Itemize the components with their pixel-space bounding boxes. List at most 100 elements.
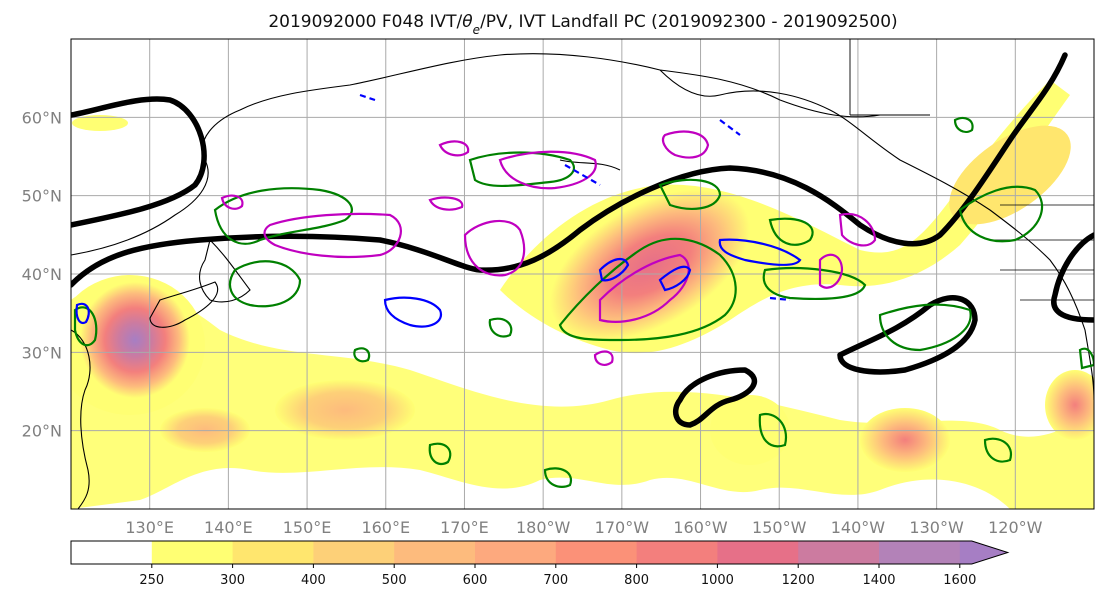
latitude-labels: 20°N 30°N 40°N 50°N 60°N	[22, 108, 62, 440]
map-panel	[70, 38, 1095, 510]
colorbar-tick-label: 600	[463, 573, 488, 588]
blue-contour	[658, 265, 692, 292]
theta-e-contour	[353, 347, 371, 363]
blue-contour	[598, 257, 630, 282]
lon-tick-label: 160°E	[361, 518, 410, 537]
ivt-west-pacific	[275, 380, 415, 440]
theta-e-contour	[953, 116, 974, 134]
colorbar-tick-label: 800	[624, 573, 649, 588]
colorbar-tick-label: 500	[382, 573, 407, 588]
theta-e-contour	[958, 185, 1044, 243]
theta-e-contours	[73, 116, 1094, 488]
theta-e-contour	[1078, 347, 1094, 370]
asia-alaska-coast	[71, 53, 881, 256]
pc-contour-nw	[71, 96, 207, 228]
pv-contour	[438, 140, 470, 157]
colorbar-tick-label: 400	[301, 573, 326, 588]
aleutians	[559, 159, 621, 171]
colorbar-segment	[636, 541, 718, 564]
lon-tick-label: 150°E	[283, 518, 332, 537]
colorbar-tick-label: 1200	[782, 573, 815, 588]
ivt-typhoon-core	[80, 282, 190, 398]
ivt-subtropical-band	[71, 285, 1094, 509]
pv-contour	[263, 212, 402, 259]
colorbar-tick-label: 250	[139, 573, 164, 588]
ivt-east-coast	[1045, 370, 1094, 440]
theta-e-contour	[488, 317, 513, 338]
plot-title: 2019092000 F048 IVT/θe/PV, IVT Landfall …	[268, 12, 897, 37]
pc-contour-closed-east	[837, 295, 978, 375]
colorbar-segment	[717, 541, 799, 564]
theta-e-contour	[878, 303, 972, 352]
colorbar-outline	[70, 540, 1010, 565]
theta-e-contour	[658, 178, 722, 210]
theta-e-contour	[758, 412, 788, 448]
pc-contour-coast	[1051, 232, 1094, 323]
colorbar: 250 300 400 500 600 700 800 1000 1200 1400 1600	[70, 540, 1010, 588]
blue-contour	[718, 238, 802, 266]
ivt-tropical-patch	[710, 395, 790, 465]
lon-tick-label: 120°W	[988, 518, 1043, 537]
lon-tick-label: 180°W	[516, 518, 571, 537]
lon-tick-label: 170°E	[440, 518, 489, 537]
lat-tick-label: 60°N	[22, 108, 62, 127]
colorbar-segment	[475, 541, 557, 564]
theta-e-contour	[228, 260, 302, 308]
lon-tick-label: 160°W	[673, 518, 728, 537]
colorbar-segment	[798, 541, 880, 564]
blue-contours	[75, 93, 802, 328]
japan-coast	[149, 281, 218, 328]
lon-tick-label: 150°W	[752, 518, 807, 537]
gridlines	[71, 39, 1094, 509]
colorbar-segment	[394, 541, 476, 564]
colorbar-segment	[151, 541, 234, 564]
pv-contour	[498, 150, 597, 190]
state-borders	[990, 204, 1094, 301]
north-america-coast	[659, 69, 1094, 401]
colorbar-segment	[879, 541, 961, 564]
theta-e-contour	[468, 151, 575, 188]
ivt-central-low	[860, 408, 950, 472]
colorbar-segment	[232, 541, 314, 564]
ivt-arctic-patch	[72, 115, 128, 131]
colorbar-tick-label: 1000	[701, 573, 734, 588]
china-coast	[71, 329, 91, 509]
theta-e-contour	[428, 442, 452, 466]
lon-tick-label: 170°W	[595, 518, 650, 537]
longitude-labels: 130°E 140°E 150°E 160°E 170°E 180°W 170°W 160°W…	[125, 518, 1042, 537]
blue-contour	[75, 302, 90, 325]
theta-e-contour	[768, 217, 814, 246]
ivt-northeast-plume	[949, 125, 1071, 225]
pv-contour	[220, 194, 244, 210]
theta-e-contour	[983, 437, 1013, 463]
pv-contour	[818, 253, 844, 289]
colorbar-segment	[313, 541, 395, 564]
lon-tick-label: 130°E	[125, 518, 174, 537]
colorbar-tick-label: 700	[543, 573, 568, 588]
colorbar-tick-label: 1400	[862, 573, 895, 588]
us-canada-border	[849, 39, 930, 116]
colorbar-extend-arrow	[959, 541, 1008, 564]
lon-tick-label: 140°W	[831, 518, 886, 537]
theta-e-contour	[762, 267, 867, 301]
pc-contour-closed-center	[672, 367, 758, 428]
lat-tick-label: 30°N	[22, 343, 62, 362]
lat-tick-label: 20°N	[22, 422, 62, 441]
korea-coast	[199, 238, 251, 303]
map-frame	[70, 38, 1095, 510]
lon-tick-label: 140°E	[204, 518, 253, 537]
lat-tick-label: 40°N	[22, 265, 62, 284]
pv-contour	[428, 196, 464, 211]
pv-contour	[838, 212, 877, 247]
theta-e-contour	[558, 237, 737, 342]
theta-e-contour	[213, 187, 353, 245]
lon-tick-label: 130°W	[909, 518, 964, 537]
colorbar-segment	[71, 541, 153, 564]
blue-contour	[383, 296, 443, 328]
colorbar-tick-label: 300	[220, 573, 245, 588]
lat-tick-label: 50°N	[22, 187, 62, 206]
blue-dashed-contour	[359, 93, 791, 302]
colorbar-segment	[555, 541, 638, 564]
coastlines	[71, 39, 1094, 509]
